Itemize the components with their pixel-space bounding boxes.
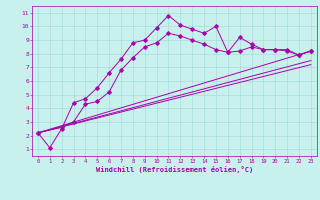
X-axis label: Windchill (Refroidissement éolien,°C): Windchill (Refroidissement éolien,°C) — [96, 166, 253, 173]
